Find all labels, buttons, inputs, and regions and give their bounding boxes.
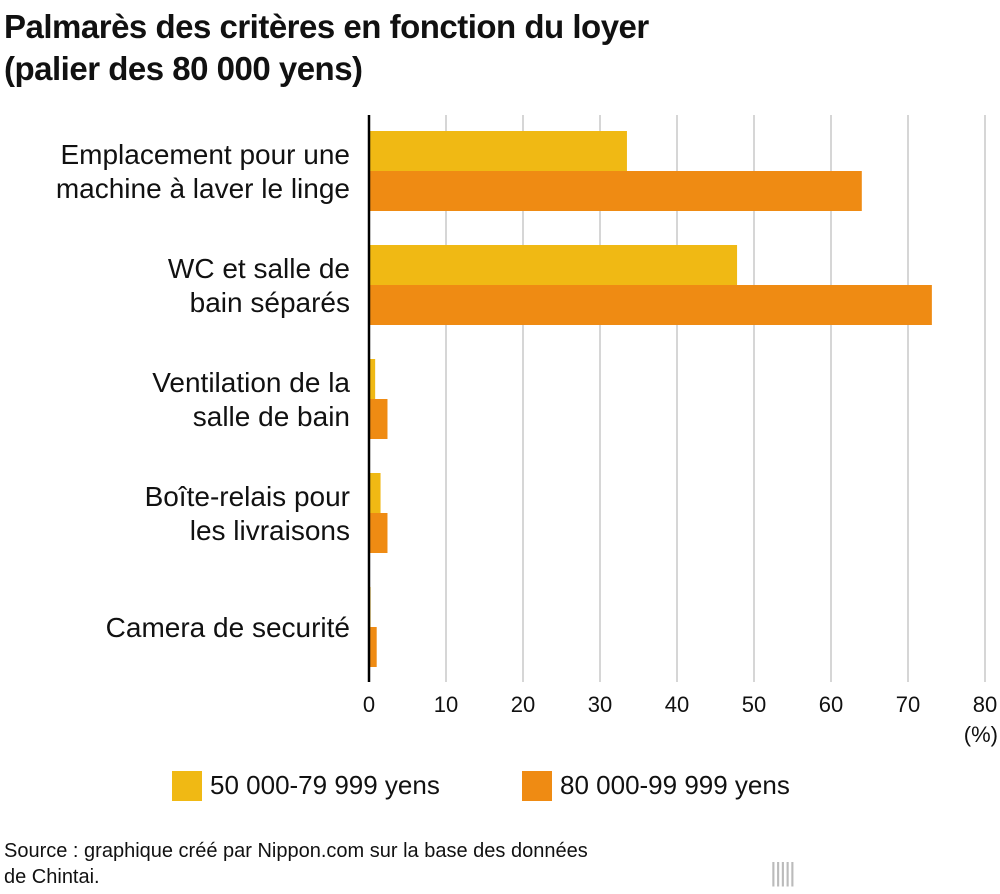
category-label: les livraisons xyxy=(190,515,350,546)
x-tick-label: 10 xyxy=(434,692,458,717)
category-label: machine à laver le linge xyxy=(56,173,350,204)
x-tick-label: 70 xyxy=(896,692,920,717)
x-unit-label: (%) xyxy=(964,722,998,747)
legend-item-1: 50 000-79 999 yens xyxy=(172,770,440,801)
category-label: Ventilation de la xyxy=(152,367,350,398)
chart-title: Palmarès des critères en fonction du loy… xyxy=(4,6,649,90)
bar-50k-79k xyxy=(369,359,376,399)
x-tick-label: 20 xyxy=(511,692,535,717)
category-label: WC et salle de xyxy=(168,253,350,284)
bar-80k-99k xyxy=(369,627,377,667)
category-label: salle de bain xyxy=(193,401,350,432)
logo-wave-icon: ||||| xyxy=(770,857,796,887)
category-label: Boîte-relais pour xyxy=(145,481,350,512)
x-tick-label: 80 xyxy=(973,692,997,717)
x-tick-label: 60 xyxy=(819,692,843,717)
legend-label-1: 50 000-79 999 yens xyxy=(210,770,440,800)
logo-suffix: com xyxy=(903,890,973,894)
x-tick-label: 30 xyxy=(588,692,612,717)
bar-chart: 0 10 20 30 40 50 60 70 80 (%) Emplacement pour une… xyxy=(56,115,998,747)
logo-dot: . xyxy=(893,890,904,894)
legend-swatch-1 xyxy=(172,770,202,801)
bar-80k-99k xyxy=(369,171,862,211)
x-tick-label: 50 xyxy=(742,692,766,717)
bar-80k-99k xyxy=(369,285,932,325)
bar-50k-79k xyxy=(369,245,738,285)
bar-80k-99k xyxy=(369,513,388,553)
x-tick-label: 0 xyxy=(363,692,375,717)
title-line-2: (palier des 80 000 yens) xyxy=(4,50,363,87)
source-note: Source : graphique créé par Nippon.com s… xyxy=(4,838,588,890)
category-label: bain séparés xyxy=(190,287,350,318)
bar-50k-79k xyxy=(369,473,381,513)
legend-label-2: 80 000-99 999 yens xyxy=(560,770,790,800)
nippon-logo: ||||| nippon.com xyxy=(770,848,1000,894)
source-line-1: Source : graphique créé par Nippon.com s… xyxy=(4,840,588,862)
title-line-1: Palmarès des critères en fonction du loy… xyxy=(4,8,649,45)
category-label: Emplacement pour une xyxy=(60,139,350,170)
legend-swatch-2 xyxy=(522,770,552,801)
category-label: Camera de securité xyxy=(106,612,350,643)
logo-main: nippon xyxy=(770,890,893,894)
source-line-2: de Chintai. xyxy=(4,866,100,888)
legend-item-2: 80 000-99 999 yens xyxy=(522,770,790,801)
bar-80k-99k xyxy=(369,399,388,439)
bar-50k-79k xyxy=(369,131,627,171)
x-tick-label: 40 xyxy=(665,692,689,717)
